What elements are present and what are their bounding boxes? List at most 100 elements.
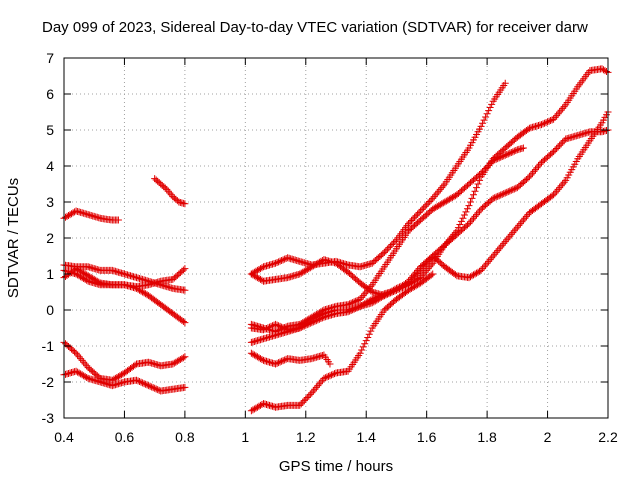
data-point [311,261,319,269]
data-point [550,115,558,123]
y-tick-label: -2 [42,374,55,390]
data-point [554,185,562,193]
data-point [471,270,479,278]
data-point [471,212,479,220]
data-point [515,221,523,229]
data-point [373,293,381,301]
data-point [359,301,367,309]
data-point [598,65,606,73]
data-point [474,209,482,217]
data-point [417,266,425,274]
data-point [253,403,261,411]
data-point [258,356,266,363]
data-point [364,333,372,341]
data-point [554,110,562,118]
data-point [492,248,500,256]
data-point [479,265,487,273]
data-point [395,285,403,293]
data-point [430,193,438,201]
data-point [367,283,375,291]
data-point [504,188,512,196]
data-point [380,248,388,256]
data-point [151,384,159,392]
data-point [317,378,325,386]
data-point [279,357,287,365]
data-point [169,360,177,368]
data-point [273,321,281,329]
data-point [473,184,481,192]
data-point [179,354,187,362]
data-point [423,266,431,274]
data-point [503,236,511,244]
data-point [272,259,280,267]
data-point [315,258,323,266]
data-point [427,271,435,279]
data-point [314,382,322,390]
data-point [553,144,561,152]
data-point [509,186,517,194]
data-point [509,148,517,156]
data-point [494,247,502,255]
data-point [250,351,258,359]
data-point [256,275,264,283]
data-point [136,378,144,386]
data-point [447,194,455,202]
data-point [74,266,82,273]
data-point [352,297,360,305]
data-point [483,110,491,118]
data-point [476,207,484,215]
data-point [302,266,310,274]
data-point [367,296,375,304]
data-point [350,298,358,306]
data-point [74,351,82,359]
data-point [559,138,567,146]
x-tick-label: 1.6 [417,429,437,445]
y-tick-label: 1 [46,266,54,282]
data-point [77,355,85,363]
data-point [525,173,533,181]
data-point [249,271,257,279]
data-point [470,214,478,222]
data-point [164,187,172,195]
data-point [299,398,307,406]
data-point [424,265,432,273]
data-point [386,242,394,250]
data-point [500,152,508,160]
data-point [379,290,387,298]
data-point [459,214,467,222]
data-point [409,215,417,223]
data-point [78,371,86,379]
data-point [75,369,83,377]
data-point [256,265,264,273]
data-point [542,119,550,127]
data-point [311,385,319,393]
data-point [114,373,122,381]
data-point [90,275,98,283]
data-point [75,353,83,361]
data-point [465,274,473,282]
data-point [163,185,171,193]
data-point [498,153,506,161]
data-point [417,207,425,215]
data-point [83,374,91,381]
data-point [296,401,304,409]
data-point [376,292,384,300]
data-point [303,266,311,273]
data-point [87,274,95,282]
data-point [421,202,429,210]
data-point [427,196,435,204]
data-point [480,116,488,124]
data-point [548,149,556,157]
data-point [175,356,183,364]
data-point [166,189,174,197]
data-point [427,261,435,269]
data-point [66,211,74,219]
x-tick-label: 1.2 [296,429,316,445]
data-point [358,346,366,354]
data-point [92,276,100,284]
data-point [556,108,564,116]
data-point [139,379,147,387]
data-point [385,244,393,252]
data-point [429,205,437,213]
data-point [480,263,488,271]
